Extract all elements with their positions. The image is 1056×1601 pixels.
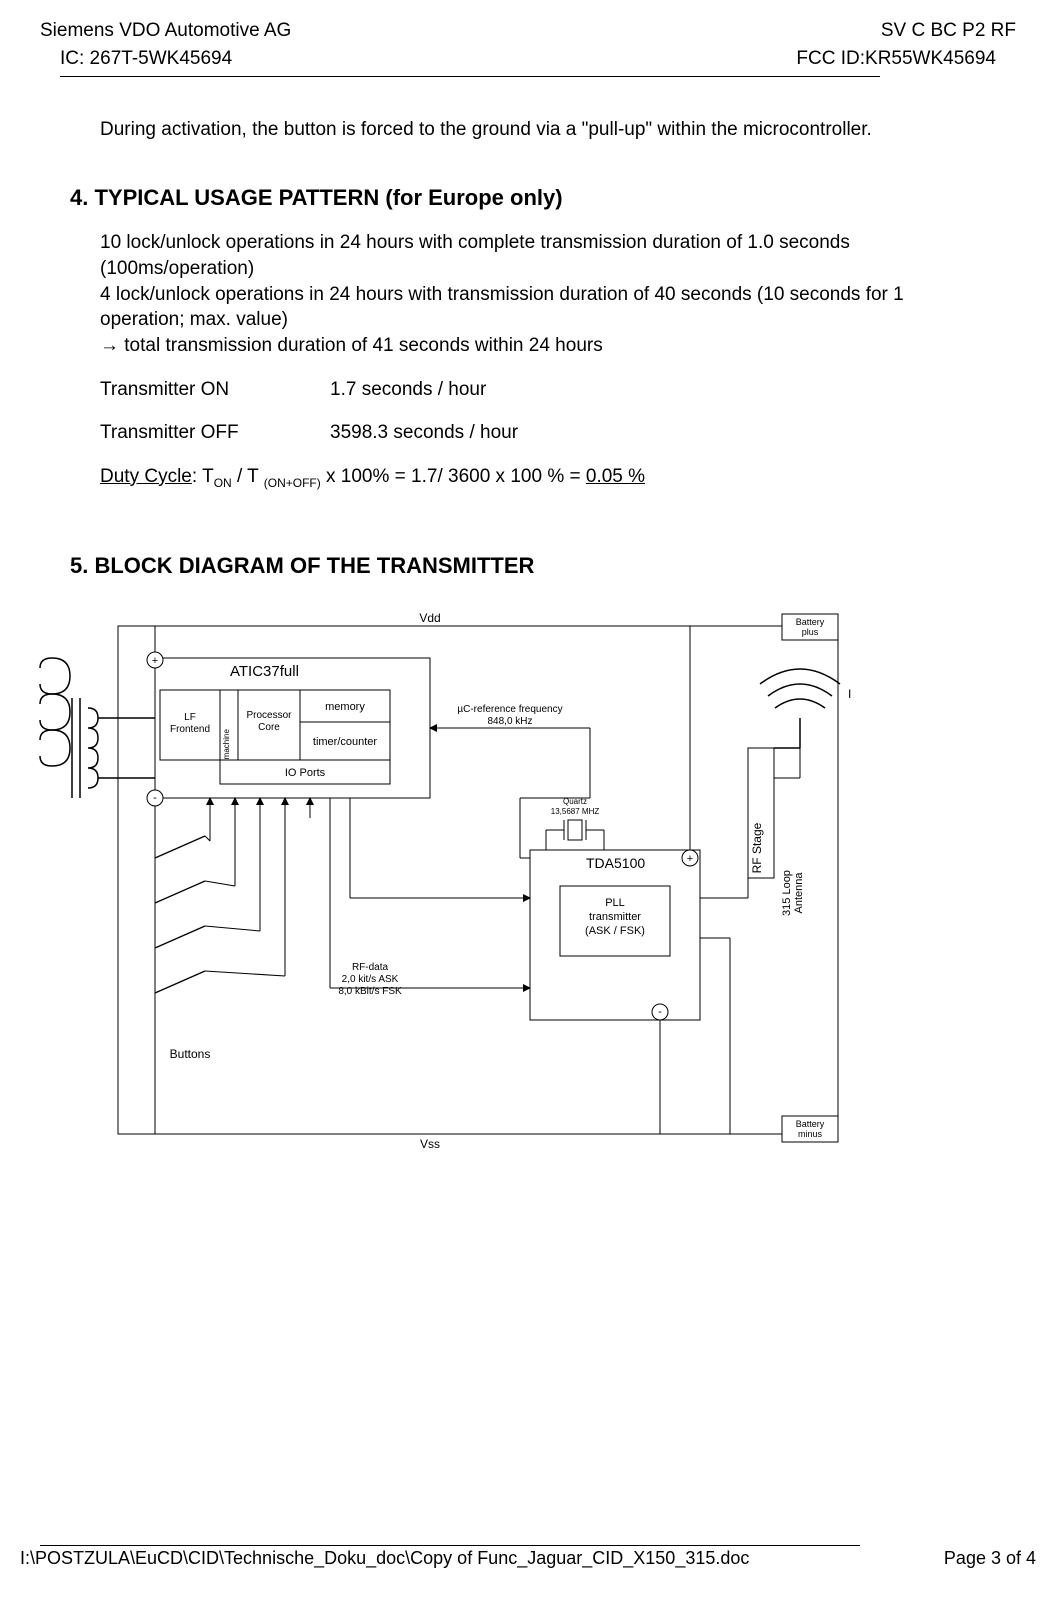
duty-label: Duty Cycle <box>100 466 192 487</box>
section4-p1: 10 lock/unlock operations in 24 hours wi… <box>100 230 976 281</box>
tx-on-value: 1.7 seconds / hour <box>330 377 486 403</box>
svg-text:Antenna: Antenna <box>793 872 805 914</box>
svg-text:Core: Core <box>258 722 280 733</box>
tx-off-value: 3598.3 seconds / hour <box>330 420 518 446</box>
duty-result: 0.05 % <box>586 466 645 487</box>
svg-text:timer/counter: timer/counter <box>313 736 378 748</box>
footer-rule <box>40 1545 860 1546</box>
section4-p2: 4 lock/unlock operations in 24 hours wit… <box>100 282 976 333</box>
svg-text:IO Ports: IO Ports <box>285 767 326 779</box>
footer-path: I:\POSTZULA\EuCD\CID\Technische_Doku_doc… <box>20 1548 749 1569</box>
header-right: SV C BC P2 RF <box>881 20 1016 42</box>
svg-text:memory: memory <box>325 701 365 713</box>
svg-text:315 Loop: 315 Loop <box>781 871 793 917</box>
svg-text:+: + <box>152 655 158 667</box>
tx-on-label: Transmitter ON <box>100 377 330 403</box>
svg-text:LF: LF <box>184 712 196 723</box>
duty-cycle: Duty Cycle: TON / T (ON+OFF) x 100% = 1.… <box>100 464 976 491</box>
header-ic: IC: 267T-5WK45694 <box>60 48 232 70</box>
svg-text:Buttons: Buttons <box>170 1047 211 1061</box>
section4-p3: → total transmission duration of 41 seco… <box>100 333 976 359</box>
header-fcc: FCC ID:KR55WK45694 <box>796 48 996 70</box>
intro-text: During activation, the button is forced … <box>100 117 976 143</box>
svg-text:TDA5100: TDA5100 <box>586 855 645 871</box>
footer-page: Page 3 of 4 <box>944 1548 1036 1569</box>
block-diagram: Battery plus Battery minus Vdd Vss <box>30 598 930 1158</box>
svg-text:Battery: Battery <box>796 1119 825 1129</box>
svg-text:(ASK / FSK): (ASK / FSK) <box>585 925 645 937</box>
svg-text:PLL: PLL <box>605 897 625 909</box>
svg-text:Vdd: Vdd <box>419 611 440 625</box>
svg-text:ATIC37full: ATIC37full <box>230 663 299 680</box>
svg-text:Battery: Battery <box>796 617 825 627</box>
svg-text:RF-data: RF-data <box>352 962 389 973</box>
section5-title: 5. BLOCK DIAGRAM OF THE TRANSMITTER <box>70 551 976 581</box>
tx-off-label: Transmitter OFF <box>100 420 330 446</box>
svg-text:13,5687 MHZ: 13,5687 MHZ <box>551 807 600 816</box>
svg-text:Vss: Vss <box>420 1137 440 1151</box>
svg-text:plus: plus <box>802 627 819 637</box>
svg-text:Frontend: Frontend <box>170 724 210 735</box>
svg-text:Processor: Processor <box>246 710 292 721</box>
svg-text:2,0 kit/s ASK: 2,0 kit/s ASK <box>342 974 399 985</box>
svg-text:8,0 kBit/s FSK: 8,0 kBit/s FSK <box>338 986 402 997</box>
header-left: Siemens VDO Automotive AG <box>40 20 291 42</box>
section4-title: 4. TYPICAL USAGE PATTERN (for Europe onl… <box>70 183 976 213</box>
svg-text:transmitter: transmitter <box>589 911 641 923</box>
svg-text:µC-reference frequency: µC-reference frequency <box>457 704 562 715</box>
svg-text:848,0 kHz: 848,0 kHz <box>487 716 532 727</box>
svg-text:-: - <box>153 792 157 804</box>
svg-text:RF Stage: RF Stage <box>750 823 764 874</box>
svg-text:minus: minus <box>798 1129 823 1139</box>
svg-text:-: - <box>658 1006 662 1018</box>
svg-text:I: I <box>848 687 851 701</box>
svg-text:+: + <box>687 853 693 865</box>
